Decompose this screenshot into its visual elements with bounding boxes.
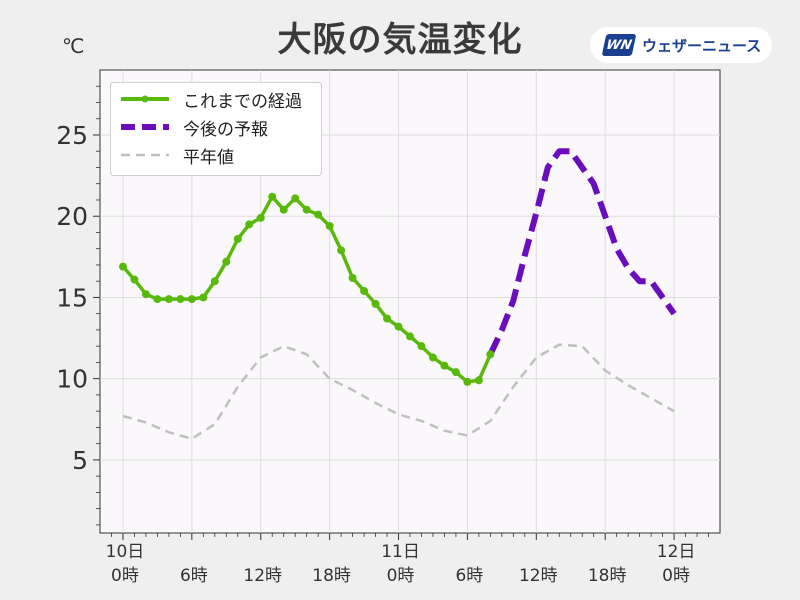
observed-data-point [291, 194, 300, 203]
observed-data-point [141, 290, 150, 299]
x-tick-day-label: 12日 [657, 542, 696, 562]
x-tick-time-label: 0時 [111, 566, 139, 586]
x-tick-time-label: 0時 [662, 566, 690, 586]
observed-data-point [486, 350, 495, 359]
legend-item-observed: これまでの経過 [119, 86, 302, 112]
x-tick-time-label: 0時 [387, 566, 415, 586]
x-tick-time-label: 6時 [455, 566, 483, 586]
weathernews-logo: WN ウェザーニュース [590, 27, 772, 63]
y-axis-unit: ℃ [62, 34, 85, 58]
legend-label-observed: これまでの経過 [183, 91, 302, 112]
y-tick-label: 5 [72, 446, 88, 475]
legend-forecast-swatch [121, 124, 169, 130]
legend-item-normal: 平年値 [119, 142, 234, 168]
legend-normal-swatch [121, 153, 169, 157]
observed-data-point [164, 295, 173, 304]
observed-data-point [153, 295, 162, 304]
x-tick-day-label: 11日 [381, 542, 420, 562]
observed-data-point [245, 220, 254, 229]
x-tick-time-label: 12時 [243, 566, 282, 586]
y-tick-label: 20 [56, 202, 88, 231]
x-tick-time-label: 12時 [519, 566, 558, 586]
observed-data-point [325, 221, 334, 230]
x-tick-day-label: 10日 [106, 542, 145, 562]
observed-data-point [474, 376, 483, 385]
observed-data-point [176, 295, 185, 304]
observed-data-point [463, 377, 472, 386]
weathernews-mark-icon: WN [601, 34, 637, 56]
chart-legend: これまでの経過 今後の予報 平年値 [110, 82, 322, 176]
forecast-series-line [487, 148, 677, 356]
observed-data-point [268, 192, 277, 201]
observed-data-point [256, 213, 265, 222]
observed-data-point [314, 210, 323, 219]
observed-data-point [222, 257, 231, 266]
y-tick-label: 10 [56, 365, 88, 394]
observed-data-point [210, 277, 219, 286]
observed-data-point [187, 295, 196, 304]
x-tick-time-label: 18時 [312, 566, 351, 586]
observed-data-point [428, 353, 437, 362]
observed-data-point [337, 246, 346, 255]
observed-data-point [348, 273, 357, 282]
logo-text: ウェザーニュース [642, 36, 762, 55]
observed-data-point [130, 275, 139, 284]
chart-title: 大阪の気温変化 [277, 20, 523, 60]
legend-label-forecast: 今後の予報 [183, 119, 268, 140]
y-tick-label: 25 [56, 121, 88, 150]
observed-data-point [417, 342, 426, 351]
observed-data-point [383, 314, 392, 323]
legend-observed-swatch [121, 95, 169, 103]
observed-data-point [302, 205, 311, 214]
x-tick-time-label: 18時 [588, 566, 627, 586]
observed-data-point [118, 262, 127, 271]
observed-data-point [451, 368, 460, 377]
observed-data-point [233, 234, 242, 243]
y-tick-label: 15 [56, 283, 88, 312]
x-tick-time-label: 6時 [180, 566, 208, 586]
observed-data-point [279, 205, 288, 214]
observed-data-point [406, 332, 414, 341]
observed-data-point [440, 361, 449, 370]
legend-item-forecast: 今後の予報 [119, 114, 268, 140]
observed-data-point [199, 293, 208, 302]
observed-data-point [371, 299, 380, 308]
observed-data-point [360, 286, 369, 295]
legend-label-normal: 平年値 [183, 147, 234, 168]
observed-data-point [394, 322, 403, 331]
